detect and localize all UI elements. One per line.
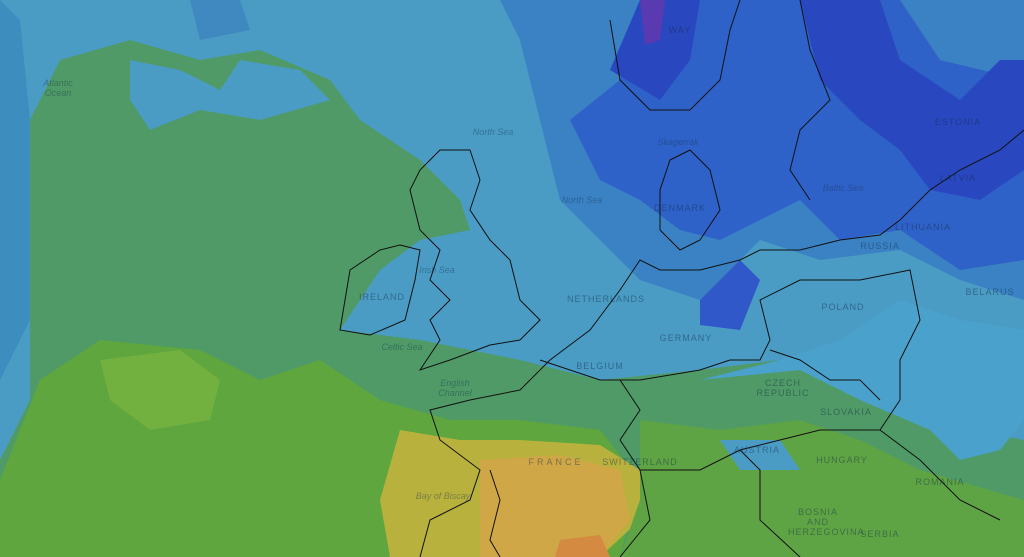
sea-label: Bay of Biscay	[415, 491, 471, 501]
country-label: GERMANY	[659, 333, 713, 343]
sea-label: North Sea	[472, 127, 514, 137]
country-label: AUSTRIA	[733, 445, 781, 455]
country-label: LITHUANIA	[894, 222, 952, 232]
country-label: LATVIA	[939, 173, 977, 183]
sea-label: English Channel	[438, 378, 472, 398]
country-label: HUNGARY	[816, 455, 868, 465]
country-label: NETHERLANDS	[566, 294, 646, 304]
country-label: SERBIA	[860, 529, 900, 539]
country-label: DENMARK	[653, 203, 707, 213]
country-label: SLOVAKIA	[820, 407, 872, 417]
country-label: IRELAND	[358, 292, 406, 302]
country-label: CZECH REPUBLIC	[756, 378, 810, 398]
country-label: WAY	[668, 25, 692, 35]
country-label: BELGIUM	[576, 361, 624, 371]
sea-label: Celtic Sea	[381, 342, 423, 352]
country-label: BOSNIA AND HERZEGOVINA	[788, 507, 865, 537]
country-label: BELARUS	[965, 287, 1015, 297]
country-label: ESTONIA	[934, 117, 982, 127]
country-label: SWITZERLAND	[602, 457, 678, 467]
country-label: RUSSIA	[860, 241, 900, 251]
sea-label: Baltic Sea	[822, 183, 864, 193]
country-label: FRANCE	[528, 457, 584, 467]
country-label: ROMANIA	[915, 477, 965, 487]
sea-label: North Sea	[561, 195, 603, 205]
country-label: POLAND	[821, 302, 865, 312]
ocean-label: Atlantic Ocean	[43, 78, 73, 98]
sea-label: Skagerrak	[657, 137, 699, 147]
sea-label: Irish Sea	[419, 265, 455, 275]
